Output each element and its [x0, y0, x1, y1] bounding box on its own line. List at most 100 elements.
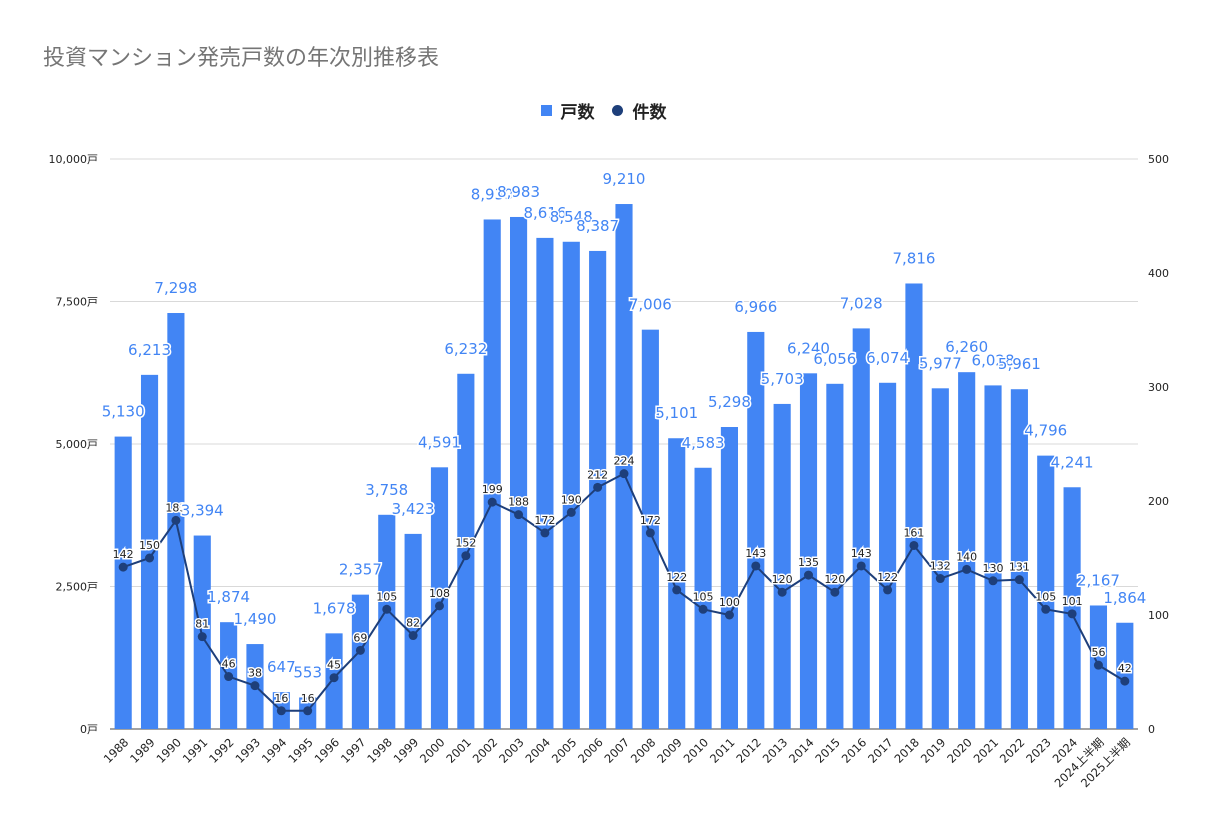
x-tick-label: 2008 — [628, 735, 659, 766]
bar — [378, 514, 396, 729]
x-tick-label: 1994 — [259, 735, 290, 766]
bar-data-label: 6,260 — [945, 338, 988, 356]
line-data-label: 81 — [195, 618, 209, 631]
line-data-label: 108 — [429, 587, 450, 600]
y-right-tick-label: 100 — [1148, 609, 1169, 622]
line-point — [514, 510, 524, 520]
y-left-tick-label: 7,500戸 — [56, 296, 99, 309]
line-data-label: 152 — [455, 537, 476, 550]
bar-data-label: 3,394 — [181, 502, 224, 520]
bar-data-label: 6,966 — [734, 298, 777, 316]
bar — [1010, 389, 1028, 729]
bar-data-label: 4,591 — [418, 433, 461, 451]
line-point — [962, 564, 972, 574]
legend-item-line[interactable]: 件数 — [612, 98, 666, 123]
bar — [747, 331, 765, 729]
bar — [826, 383, 844, 729]
line-data-label: 69 — [353, 631, 367, 644]
line-data-label: 82 — [406, 617, 420, 630]
line-point — [224, 672, 234, 682]
bar — [1116, 622, 1134, 729]
line-point — [1067, 609, 1077, 619]
line-data-label: 105 — [376, 590, 397, 603]
bar — [799, 373, 818, 729]
bar — [931, 388, 949, 729]
line-data-label: 172 — [534, 514, 555, 527]
bar-data-label: 8,939 — [471, 185, 514, 203]
line-point — [355, 645, 365, 655]
x-tick-label: 1995 — [285, 735, 316, 766]
x-tick-label: 2016 — [839, 735, 870, 766]
y-right-tick-label: 200 — [1148, 495, 1169, 508]
line-point — [751, 561, 761, 571]
bar — [852, 328, 870, 729]
line-data-label: 38 — [248, 667, 262, 680]
x-tick-label: 2005 — [549, 735, 580, 766]
x-tick-label: 1993 — [232, 735, 263, 766]
bar-data-label: 6,240 — [787, 339, 830, 357]
x-tick-label: 2023 — [1023, 735, 1054, 766]
bar-data-label: 1,874 — [207, 588, 250, 606]
bar — [114, 436, 132, 729]
bar — [958, 372, 976, 729]
y-right-tick-label: 0 — [1148, 723, 1155, 736]
line-data-label: 101 — [1062, 595, 1083, 608]
bar-data-label: 1,678 — [313, 599, 356, 617]
line-data-label: 172 — [640, 514, 661, 527]
bar-data-label: 553 — [293, 663, 322, 681]
line-data-label: 135 — [798, 556, 819, 569]
y-left-tick-label: 5,000戸 — [56, 438, 99, 451]
line-point — [382, 604, 392, 614]
x-tick-label: 1998 — [364, 735, 395, 766]
bar — [879, 382, 897, 729]
line-data-label: 161 — [903, 526, 924, 539]
line-data-label: 105 — [693, 590, 714, 603]
line-data-label: 131 — [1009, 561, 1030, 574]
bar-data-label: 2,167 — [1077, 571, 1120, 589]
chart-title: 投資マンション発売戸数の年次別推移表 — [43, 46, 440, 71]
line-point — [1093, 660, 1103, 670]
bar-data-label: 6,056 — [813, 350, 856, 368]
y-left-tick-label: 2,500戸 — [56, 581, 99, 594]
line-data-label: 56 — [1091, 646, 1105, 659]
legend-item-bar[interactable]: 戸数 — [540, 98, 595, 123]
bar — [720, 427, 739, 729]
legend-bar-swatch — [540, 105, 552, 116]
line-point — [566, 507, 576, 517]
x-tick-label: 2013 — [760, 735, 791, 766]
line-point — [487, 497, 497, 507]
line-data-label: 212 — [587, 468, 608, 481]
bar-data-label: 7,298 — [154, 279, 197, 297]
line-point — [118, 562, 128, 572]
line-point — [804, 570, 814, 580]
line-data-label: 120 — [824, 573, 845, 586]
line-point — [329, 673, 339, 683]
bar — [430, 467, 449, 729]
line-point — [197, 632, 207, 642]
y-right-tick-label: 400 — [1148, 267, 1169, 280]
x-tick-label: 2015 — [812, 735, 843, 766]
line-data-label: 190 — [561, 493, 582, 506]
x-tick-label: 2001 — [443, 735, 474, 766]
bar — [1063, 487, 1081, 729]
line-point — [883, 585, 893, 595]
x-tick-label: 2011 — [707, 735, 738, 766]
x-tick-label: 2003 — [496, 735, 527, 766]
line-data-label: 199 — [482, 483, 503, 496]
x-tick-label: 2004 — [522, 735, 553, 766]
bar-data-label: 7,006 — [629, 296, 672, 314]
line-point — [593, 482, 603, 492]
x-tick-label: 2018 — [891, 735, 922, 766]
line-point — [434, 601, 444, 611]
bar-data-label: 5,298 — [708, 393, 751, 411]
x-tick-label: 2006 — [575, 735, 606, 766]
x-tick-label: 1991 — [180, 735, 211, 766]
chart-legend: 戸数 件数 — [0, 98, 1207, 123]
line-point — [276, 706, 286, 716]
line-data-label: 150 — [139, 539, 160, 552]
line-point — [698, 604, 708, 614]
bar-data-label: 6,074 — [866, 349, 909, 367]
line-point — [830, 587, 840, 597]
bar — [773, 403, 791, 729]
